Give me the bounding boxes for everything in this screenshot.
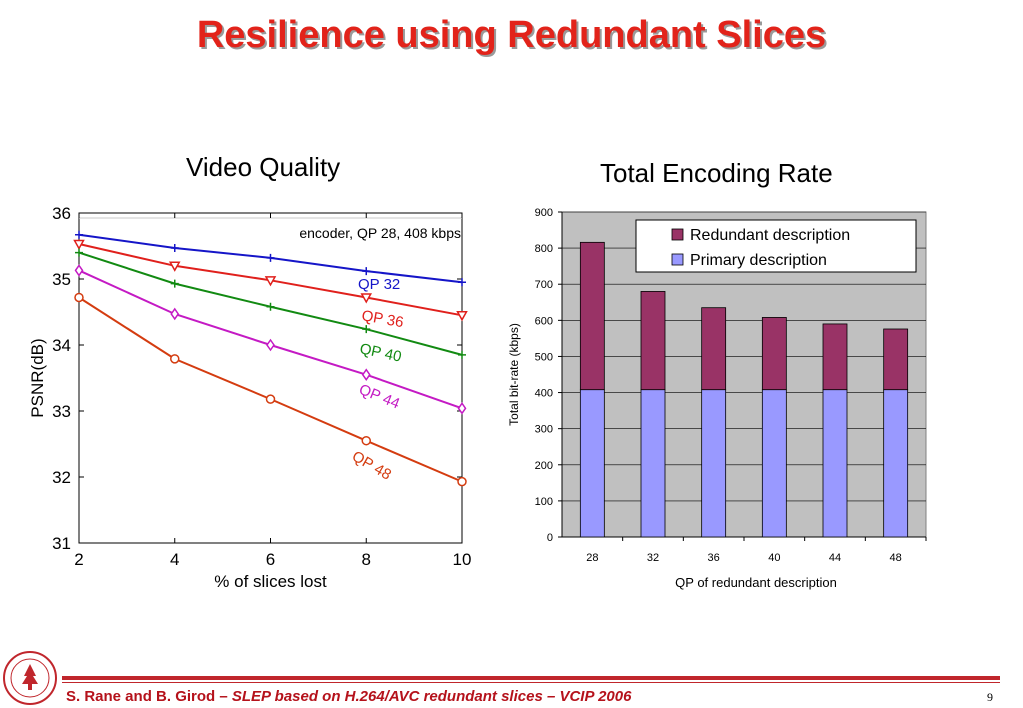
data-point [456,311,468,322]
bar-y-tick-label: 0 [547,532,553,544]
bar-primary [640,389,666,538]
data-point [361,435,371,446]
bar-y-tick-label: 100 [535,496,553,508]
data-point [170,279,179,288]
x-tick-label: 8 [362,550,371,569]
legend-swatch [671,228,684,241]
data-point [75,230,83,239]
data-point [168,261,181,272]
bar-redundant [761,317,787,391]
data-point [362,267,371,276]
y-tick-label: 35 [52,270,71,289]
y-tick-label: 32 [52,468,71,487]
legend-swatch [671,253,684,266]
data-point [73,239,85,251]
footer-rule [62,676,1000,680]
x-axis-label: % of slices lost [214,572,327,591]
bar-redundant [883,328,909,391]
bar-x-tick-label: 40 [768,552,780,564]
data-point [362,325,371,334]
bar-y-tick-label: 700 [535,279,553,291]
page-number: 9 [987,690,993,704]
data-point [170,354,180,364]
bar-x-tick-label: 36 [708,552,720,564]
bar-y-tick-label: 200 [535,460,553,472]
data-point [75,248,83,257]
y-tick-label: 31 [52,534,71,553]
footer-authors: S. Rane and B. Girod – [66,688,232,705]
bar-y-tick-label: 600 [535,315,553,327]
bar-redundant [640,291,666,391]
x-tick-label: 6 [266,550,275,569]
x-tick-label: 2 [74,550,83,569]
bar-y-axis-label: Total bit-rate (kbps) [507,323,521,426]
legend-label: Primary description [690,252,827,269]
bar-x-tick-label: 48 [890,552,902,564]
data-point [266,338,275,352]
bar-redundant [701,307,727,391]
data-point [458,278,466,287]
bar-primary [883,389,909,538]
data-point [266,253,275,262]
series-label: QP 32 [358,276,400,293]
encoder-annotation: encoder, QP 28, 408 kbps [299,225,461,241]
bar-y-tick-label: 900 [535,207,553,219]
bar-y-tick-label: 400 [535,388,553,400]
bar-x-axis-label: QP of redundant description [675,575,837,590]
bar-x-tick-label: 44 [829,552,841,564]
y-tick-label: 36 [52,204,71,223]
data-point [74,264,84,277]
data-point [74,292,84,303]
data-point [361,368,371,382]
line-chart-title: Video Quality [186,152,341,182]
data-point [266,302,275,311]
footer-citation: S. Rane and B. Girod – SLEP based on H.2… [66,688,631,705]
bar-redundant [822,323,848,391]
x-tick-label: 4 [170,550,179,569]
bar-primary [822,389,848,538]
slide-title: Resilience using Redundant Slices [196,14,827,56]
footer-paper: SLEP based on H.264/AVC redundant slices… [231,688,632,705]
bar-chart-title: Total Encoding Rate [600,158,833,188]
data-point [170,243,179,252]
y-tick-label: 34 [52,336,71,355]
x-tick-label: 10 [453,550,472,569]
bar-y-tick-label: 500 [535,351,553,363]
bar-y-tick-label: 800 [535,243,553,255]
y-tick-label: 33 [52,402,71,421]
footer-rule-thin [62,682,1000,683]
data-point [360,293,373,304]
university-seal-icon [3,651,57,705]
data-point [457,402,467,415]
data-point [264,276,277,287]
legend-label: Redundant description [690,227,850,244]
bar-y-tick-label: 300 [535,424,553,436]
data-point [265,394,276,404]
bar-x-tick-label: 28 [586,552,598,564]
data-point [458,350,466,359]
bar-primary [701,389,727,538]
bar-primary [761,389,787,538]
data-point [170,307,180,321]
data-point [457,476,467,487]
y-axis-label: PSNR(dB) [28,338,47,417]
bar-x-tick-label: 32 [647,552,659,564]
line-plot-frame [78,212,463,544]
bar-redundant [579,241,605,391]
bar-primary [579,389,605,538]
